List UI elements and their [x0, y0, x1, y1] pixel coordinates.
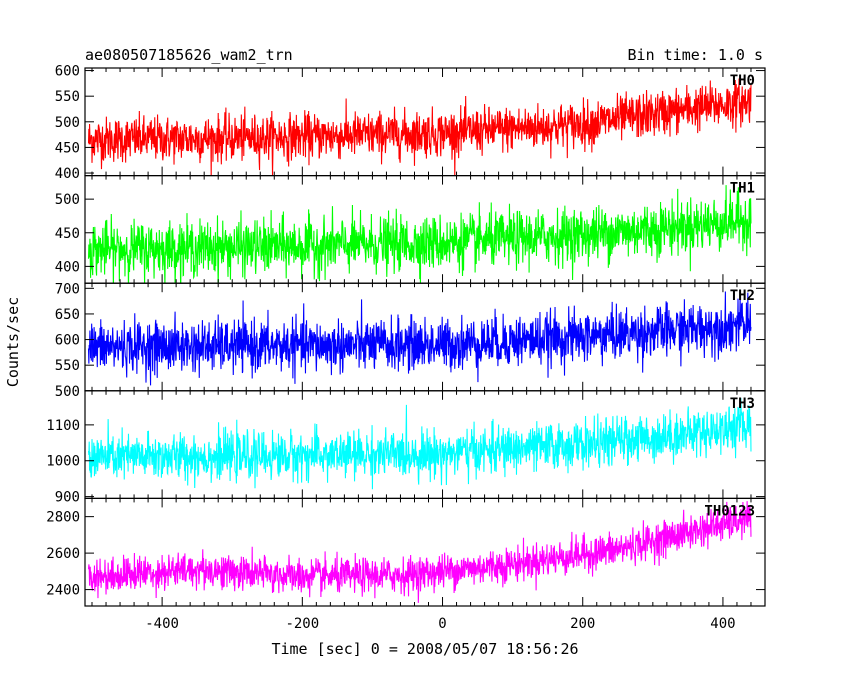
- y-tick-label: 450: [55, 226, 80, 242]
- panel-th0123: 2400 2600 2800 TH0123: [46, 497, 766, 607]
- y-tick-label: 550: [55, 358, 80, 374]
- series-line-th3: [87, 397, 752, 490]
- panel-th1: 400 450 500 TH1: [55, 175, 766, 284]
- panel-frame: [84, 497, 766, 607]
- y-tick-label: 1100: [46, 418, 80, 434]
- panels-group: 400 450 500 550 600 TH0 400 450 500 TH1 500 550 600 6…: [46, 64, 766, 632]
- panel-label-th3: TH3: [730, 396, 755, 412]
- y-tick-label: 500: [55, 115, 80, 131]
- x-tick-label: 200: [570, 616, 595, 632]
- panel-label-th2: TH2: [730, 288, 755, 304]
- x-axis-title: Time [sec] 0 = 2008/05/07 18:56:26: [271, 640, 578, 658]
- series-line-th2: [87, 291, 752, 386]
- y-tick-label: 600: [55, 64, 80, 80]
- panel-label-th0: TH0: [730, 73, 755, 89]
- y-tick-label: 450: [55, 140, 80, 156]
- y-tick-label: 2600: [46, 546, 80, 562]
- y-tick-label: 700: [55, 281, 80, 297]
- y-tick-label: 900: [55, 490, 80, 506]
- x-tick-label: 400: [710, 616, 735, 632]
- y-tick-label: 400: [55, 259, 80, 275]
- y-tick-label: 650: [55, 307, 80, 323]
- bin-time-label: Bin time: 1.0 s: [628, 46, 763, 64]
- y-axis-title: Counts/sec: [4, 297, 22, 387]
- x-tick-label: 0: [438, 616, 446, 632]
- x-tick-label: -200: [285, 616, 319, 632]
- panel-th2: 500 550 600 650 700 TH2: [55, 281, 766, 400]
- y-tick-label: 600: [55, 333, 80, 349]
- y-tick-label: 550: [55, 89, 80, 105]
- y-tick-label: 400: [55, 166, 80, 182]
- series-line-th0123: [87, 501, 752, 603]
- y-tick-label: 500: [55, 384, 80, 400]
- y-tick-label: 2400: [46, 583, 80, 599]
- panel-th3: 900 1000 1100 TH3: [46, 390, 766, 506]
- panel-th0: 400 450 500 550 600 TH0: [55, 64, 766, 182]
- panel-label-th0123: TH0123: [704, 503, 755, 519]
- panel-frame: [84, 67, 766, 177]
- series-line-th0: [87, 78, 752, 176]
- x-tick-label: -400: [145, 616, 179, 632]
- chart-title: ae080507185626_wam2_trn: [85, 46, 293, 64]
- series-line-th1: [87, 185, 752, 284]
- y-tick-label: 500: [55, 192, 80, 208]
- y-tick-label: 1000: [46, 454, 80, 470]
- panel-label-th1: TH1: [730, 181, 755, 197]
- y-tick-label: 2800: [46, 510, 80, 526]
